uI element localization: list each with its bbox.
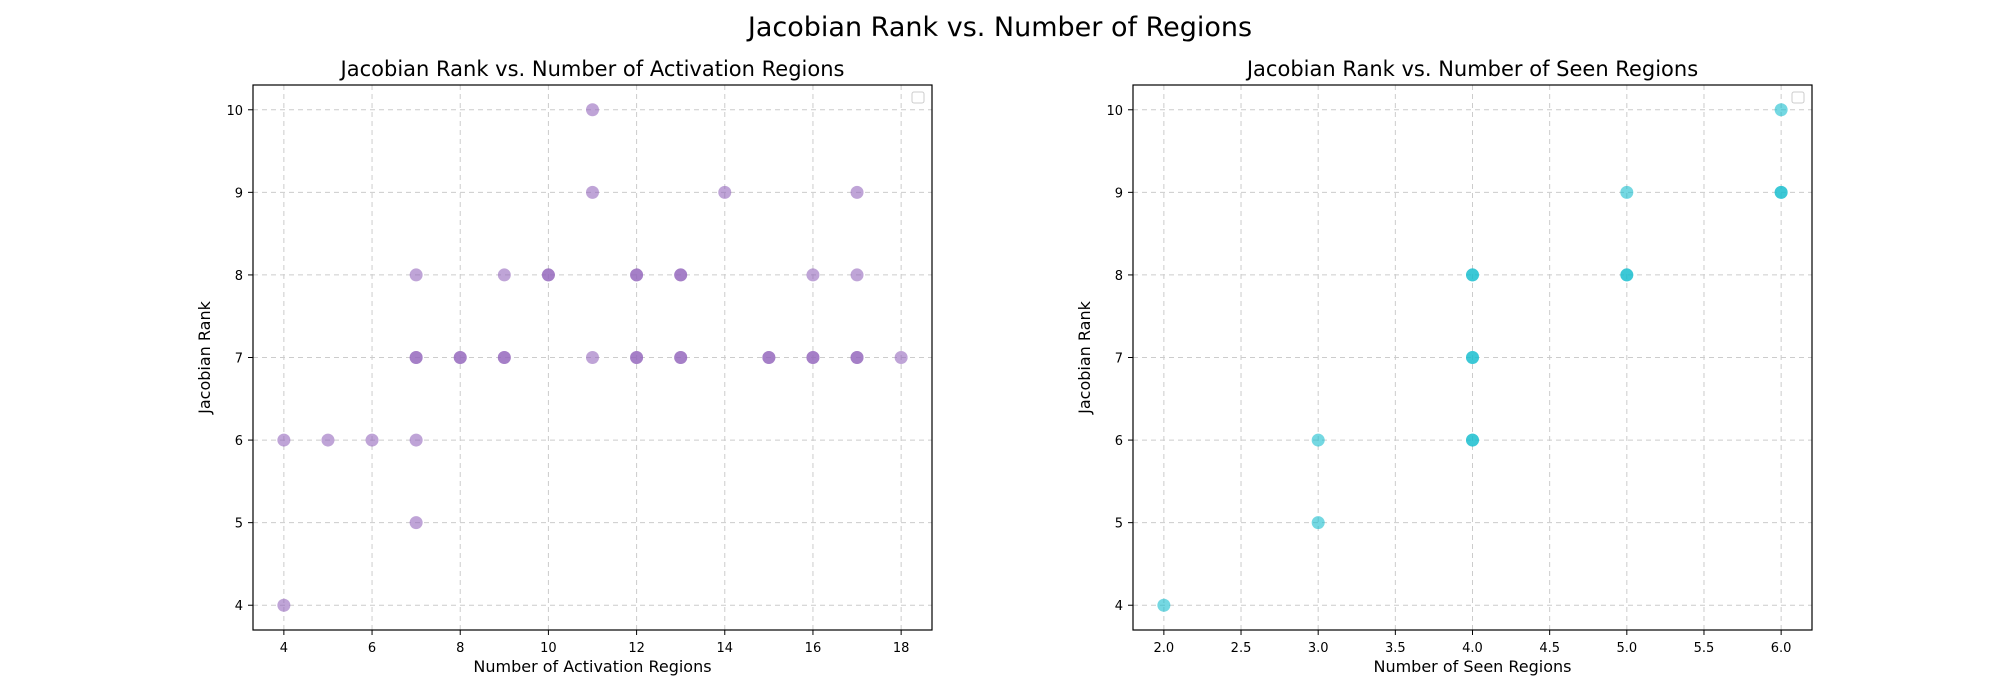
axis-ticks: 2.0 2.5 3.0 3.5 4.0 4.5 5.0 5.5 6.0 4 5 6 7 8 9 10 [1106,104,1791,656]
data-point [497,351,511,364]
scatter-points [1157,103,1788,612]
data-point [497,268,511,282]
data-point [586,185,599,199]
x-axis-label: Number of Activation Regions [473,657,711,676]
data-point [674,351,688,364]
data-point [894,351,908,364]
grid-lines [1133,85,1812,630]
y-tick-label: 8 [1115,269,1123,284]
data-point [1311,433,1325,447]
y-tick-label: 7 [235,352,243,367]
x-tick-label: 16 [805,641,822,656]
x-tick-label: 4.0 [1462,641,1483,656]
data-point [850,351,864,364]
x-tick-label: 5.5 [1694,641,1715,656]
y-tick-label: 10 [1106,104,1123,119]
y-tick-label: 8 [235,269,243,284]
data-point [1311,516,1325,530]
x-tick-label: 3.0 [1308,641,1329,656]
x-tick-label: 5.0 [1616,641,1637,656]
data-point [1466,268,1479,282]
axis-ticks: 4 6 8 10 12 14 16 18 4 5 6 7 8 9 10 [226,104,909,656]
data-point [1157,598,1171,612]
data-point [409,433,423,447]
data-point [409,516,423,530]
data-point [718,185,732,199]
y-tick-label: 9 [235,186,243,201]
x-tick-label: 3.5 [1385,641,1406,656]
seen-regions-chart: 2.0 2.5 3.0 3.5 4.0 4.5 5.0 5.5 6.0 4 5 6 7 8 9 10 Jaco… [1075,57,1813,676]
y-tick-label: 7 [1115,352,1123,367]
x-tick-label: 6.0 [1771,641,1792,656]
data-point [850,268,864,282]
data-point [1466,433,1479,447]
y-axis-label: Jacobian Rank [195,300,214,414]
data-point [1466,351,1479,364]
data-point [806,268,820,282]
x-tick-label: 8 [456,641,464,656]
data-point [1774,185,1788,199]
data-point [277,598,291,612]
data-point [1620,185,1634,199]
legend-box [911,91,925,104]
legend-box [1791,91,1805,104]
data-point [630,268,644,282]
chart-title: Jacobian Rank vs. Number of Activation R… [339,57,845,81]
y-tick-label: 5 [235,517,243,532]
y-tick-label: 9 [1115,186,1123,201]
x-tick-label: 12 [628,641,645,656]
x-tick-label: 2.0 [1154,641,1175,656]
data-point [586,351,599,364]
data-point [586,103,599,117]
x-tick-label: 18 [893,641,910,656]
activation-regions-chart: 4 6 8 10 12 14 16 18 4 5 6 7 8 9 10 Jacobian Rank vs. … [195,57,933,676]
y-tick-label: 5 [1115,517,1123,532]
x-tick-label: 6 [368,641,376,656]
x-tick-label: 10 [540,641,557,656]
x-axis-label: Number of Seen Regions [1373,657,1571,676]
data-point [850,185,864,199]
data-point [1620,268,1634,282]
x-tick-label: 2.5 [1231,641,1252,656]
y-tick-label: 6 [235,434,243,449]
scatter-points [277,103,908,612]
data-point [365,433,379,447]
x-tick-label: 4 [280,641,288,656]
x-tick-label: 14 [716,641,733,656]
data-point [630,351,644,364]
data-point [1774,103,1788,117]
figure-title: Jacobian Rank vs. Number of Regions [746,12,1252,43]
data-point [762,351,776,364]
data-point [674,268,688,282]
data-point [541,268,555,282]
chart-title: Jacobian Rank vs. Number of Seen Regions [1245,57,1698,81]
data-point [409,351,423,364]
data-point [409,268,423,282]
data-point [321,433,335,447]
y-tick-label: 10 [226,104,243,119]
y-tick-label: 4 [1115,599,1123,614]
data-point [277,433,291,447]
y-tick-label: 6 [1115,434,1123,449]
y-tick-label: 4 [235,599,243,614]
y-axis-label: Jacobian Rank [1075,300,1094,414]
data-point [453,351,467,364]
x-tick-label: 4.5 [1539,641,1560,656]
data-point [806,351,820,364]
